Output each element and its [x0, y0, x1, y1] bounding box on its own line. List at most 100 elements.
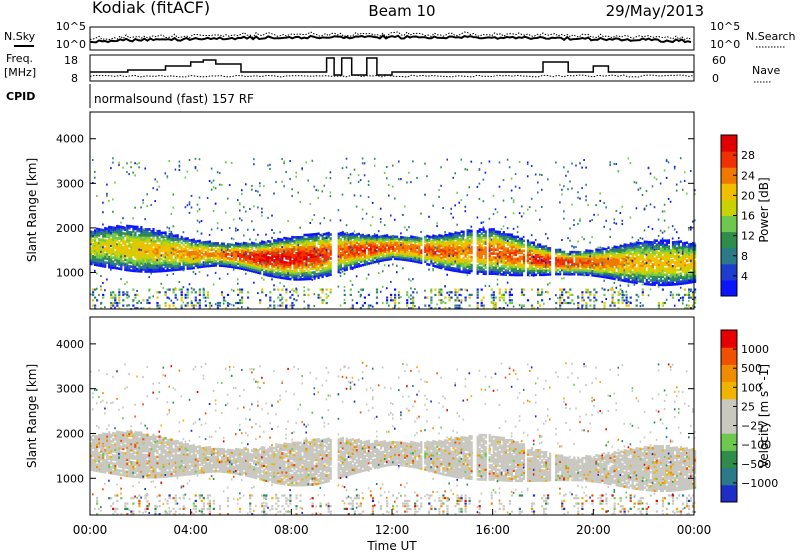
power-cell: [114, 226, 117, 230]
power-cell: [208, 252, 211, 256]
power-cell: [593, 213, 595, 216]
power-cell: [416, 254, 419, 258]
power-cell: [414, 248, 417, 251]
power-cell: [587, 255, 590, 259]
power-cell: [216, 307, 219, 310]
power-cell: [522, 267, 526, 271]
power-cell: [512, 305, 515, 308]
power-cell: [235, 246, 238, 249]
power-cell: [345, 248, 348, 251]
power-cell: [579, 197, 581, 200]
power-cell: [442, 251, 445, 254]
power-cell: [206, 246, 209, 250]
power-cell: [404, 250, 407, 254]
power-cell: [355, 233, 358, 236]
power-cell: [289, 253, 292, 257]
power-cell: [565, 174, 567, 177]
power-cell: [583, 259, 586, 262]
power-cell: [273, 288, 276, 291]
power-cell: [283, 252, 286, 256]
power-cell: [337, 242, 340, 246]
power-cell: [484, 236, 487, 239]
power-cell: [386, 236, 389, 239]
power-cell: [194, 299, 197, 302]
power-cell: [271, 258, 274, 262]
power-cell: [412, 245, 415, 249]
power-cell: [142, 230, 145, 233]
power-cell: [196, 301, 199, 305]
power-cell: [440, 252, 443, 256]
power-cell: [492, 258, 495, 261]
power-cell: [156, 301, 159, 305]
power-cell: [307, 251, 310, 255]
power-cell: [164, 291, 167, 294]
power-cell: [110, 252, 113, 255]
power-cell: [585, 253, 588, 256]
power-cell: [100, 240, 103, 244]
power-cell: [386, 238, 389, 241]
power-cell: [412, 251, 415, 255]
power-cell: [454, 231, 457, 234]
power-cell: [273, 261, 276, 264]
power-cell: [488, 248, 491, 251]
power-cell: [94, 253, 97, 256]
power-cell: [297, 266, 300, 269]
power-cell: [311, 239, 314, 242]
power-cell: [198, 208, 201, 211]
power-cell: [279, 281, 281, 284]
power-cell: [424, 289, 426, 292]
power-cell: [528, 261, 532, 265]
power-cell: [325, 240, 328, 243]
power-cell: [315, 268, 318, 272]
power-cell: [285, 261, 288, 264]
power-cell: [353, 237, 356, 241]
power-cell: [263, 273, 266, 276]
power-cell: [251, 251, 254, 255]
power-cell: [170, 213, 173, 215]
power-cell: [313, 235, 316, 238]
power-cell: [450, 291, 453, 294]
power-cell: [279, 260, 282, 263]
power-cell: [583, 299, 585, 302]
power-cell: [134, 269, 137, 273]
power-cell: [438, 293, 441, 296]
power-cell: [510, 245, 513, 249]
power-cell: [430, 291, 433, 294]
power-cell: [182, 267, 185, 271]
power-cell: [204, 252, 207, 256]
power-cell: [309, 202, 312, 205]
power-cell: [182, 239, 185, 243]
power-cell: [285, 307, 288, 310]
power-cell: [520, 306, 523, 309]
power-cell: [416, 256, 419, 260]
power-cell: [154, 250, 157, 253]
power-cell: [228, 245, 232, 248]
power-cell: [353, 262, 356, 265]
power-cell: [162, 245, 165, 249]
beam-title: Beam 10: [368, 2, 435, 20]
power-cell: [476, 296, 479, 299]
power-cell: [128, 244, 130, 247]
power-cell: [307, 288, 310, 291]
power-cell: [426, 262, 429, 266]
power-cell: [247, 228, 249, 231]
power-cell: [325, 268, 328, 271]
power-cell: [98, 234, 101, 237]
power-cell: [506, 261, 509, 264]
power-cell: [390, 251, 393, 255]
power-cell: [317, 258, 320, 262]
power-cell: [319, 272, 322, 275]
power-cell: [339, 264, 342, 267]
power-cell: [456, 253, 459, 257]
power-cell: [482, 304, 485, 307]
power-cell: [136, 163, 138, 166]
power-cell: [158, 237, 161, 241]
power-cell: [283, 240, 286, 244]
power-cell: [140, 258, 143, 261]
power-cell: [520, 237, 524, 241]
power-cell: [116, 304, 119, 307]
power-cell: [271, 262, 274, 266]
power-cell: [458, 266, 461, 269]
power-cell: [168, 307, 171, 310]
power-cell: [579, 261, 582, 264]
